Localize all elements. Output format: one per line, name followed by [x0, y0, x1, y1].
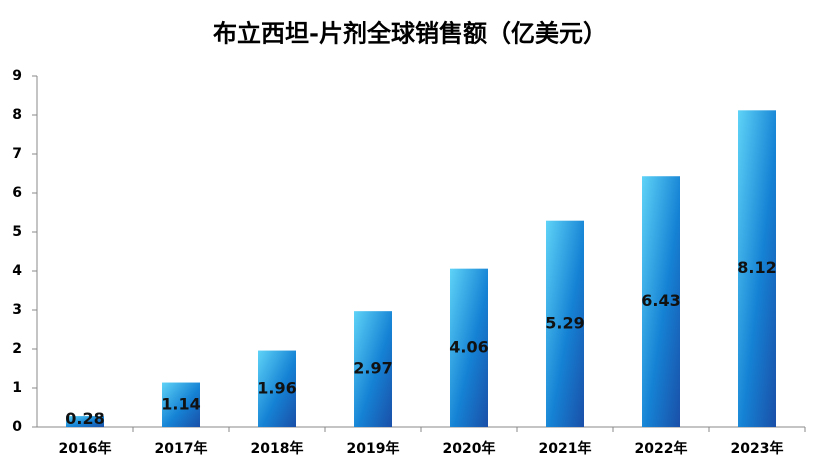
x-tick-label: 2017年: [155, 440, 208, 457]
x-tick-label: 2021年: [539, 440, 592, 457]
y-tick-label: 2: [12, 341, 22, 357]
x-tick-label: 2022年: [635, 440, 688, 457]
x-tick-label: 2023年: [731, 440, 784, 457]
y-tick-label: 9: [12, 68, 22, 84]
y-tick-label: 8: [12, 107, 22, 123]
bar: [546, 220, 584, 427]
value-label: 1.14: [161, 394, 200, 413]
x-tick-label: 2020年: [443, 440, 496, 457]
bar: [642, 176, 680, 427]
chart-title: 布立西坦-片剂全球销售额（亿美元）: [213, 19, 607, 48]
value-label: 8.12: [737, 258, 776, 277]
y-tick-label: 0: [12, 419, 22, 435]
y-tick-label: 5: [12, 224, 22, 240]
bar: [162, 382, 200, 427]
x-tick-label: 2018年: [251, 440, 304, 457]
y-tick-label: 7: [12, 146, 22, 162]
y-tick-label: 6: [12, 185, 22, 201]
y-tick-label: 3: [12, 302, 22, 318]
x-tick-label: 2016年: [59, 440, 112, 457]
y-tick-label: 4: [12, 263, 22, 279]
bar: [450, 268, 488, 427]
bar: [66, 416, 104, 427]
value-label: 4.06: [449, 337, 488, 356]
y-tick-label: 1: [12, 380, 22, 396]
bar: [738, 110, 776, 427]
bar: [354, 311, 392, 427]
x-tick-label: 2019年: [347, 440, 400, 457]
value-label: 0.28: [65, 409, 104, 428]
value-label: 5.29: [545, 313, 584, 332]
value-label: 2.97: [353, 359, 392, 378]
value-label: 1.96: [257, 378, 296, 397]
bar: [258, 350, 296, 427]
value-label: 6.43: [641, 291, 680, 310]
